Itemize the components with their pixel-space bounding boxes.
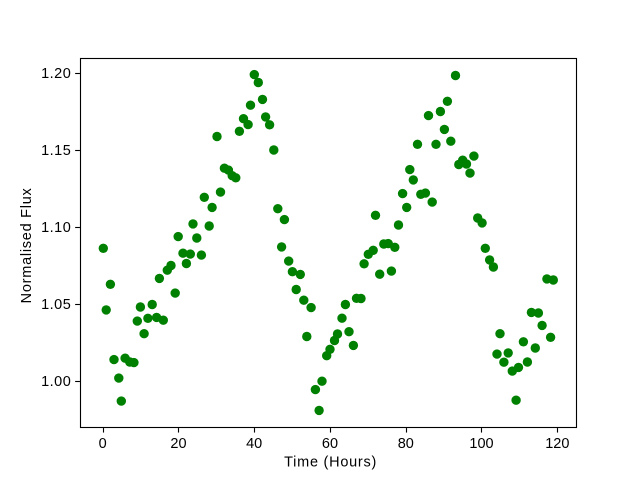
svg-text:100: 100 [469,436,493,452]
svg-text:1.05: 1.05 [41,297,71,313]
svg-text:40: 40 [246,436,262,452]
svg-text:1.00: 1.00 [41,374,71,390]
svg-text:1.10: 1.10 [41,220,71,236]
svg-text:0: 0 [99,436,107,452]
svg-text:Normalised Flux: Normalised Flux [19,187,35,303]
svg-text:1.20: 1.20 [41,66,71,82]
svg-text:80: 80 [398,436,414,452]
svg-text:Time (Hours): Time (Hours) [284,454,377,470]
svg-text:60: 60 [322,436,338,452]
svg-text:20: 20 [170,436,186,452]
svg-text:120: 120 [545,436,569,452]
svg-text:1.15: 1.15 [41,143,71,159]
